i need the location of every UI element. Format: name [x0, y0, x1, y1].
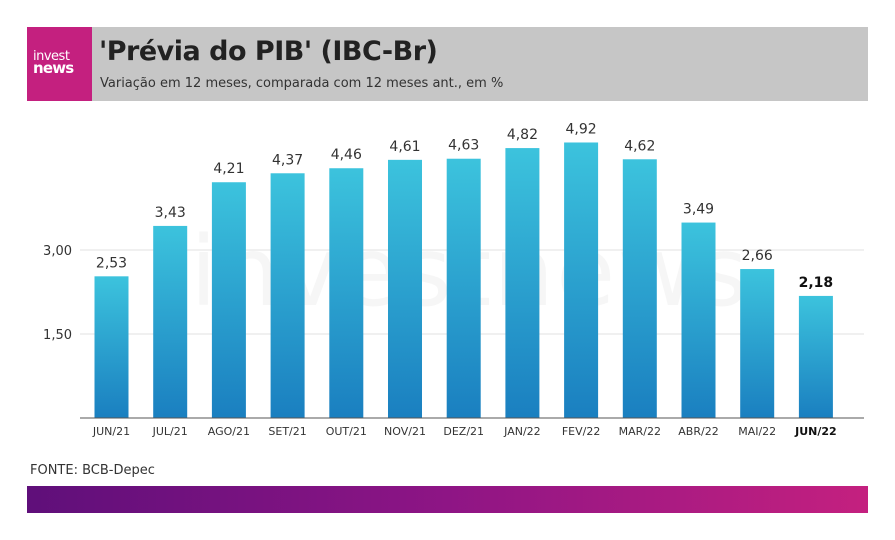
data-label: 3,43 [155, 205, 186, 221]
bar [153, 225, 188, 418]
bar [211, 182, 246, 418]
data-label: 4,61 [389, 139, 420, 155]
x-tick-label: ABR/22 [678, 425, 718, 438]
bar [681, 222, 716, 418]
source-note: FONTE: BCB-Depec [30, 463, 155, 478]
data-label: 4,92 [566, 121, 597, 137]
x-tick-label: JUN/21 [92, 425, 130, 438]
bar [388, 159, 422, 418]
chart-subtitle: Variação em 12 meses, comparada com 12 m… [100, 76, 504, 91]
data-label: 2,18 [799, 275, 834, 291]
bar [798, 295, 833, 418]
x-tick-label: JUL/21 [152, 425, 188, 438]
x-tick-label: DEZ/21 [443, 425, 484, 438]
data-label: 3,49 [683, 202, 714, 218]
x-tick-label: JAN/22 [503, 425, 541, 438]
bar [622, 159, 657, 418]
bar [505, 148, 540, 418]
chart-title: 'Prévia do PIB' (IBC-Br) [99, 36, 438, 67]
x-tick-label: FEV/22 [562, 425, 601, 438]
data-label: 2,66 [742, 248, 773, 264]
investnews-logo: invest news [27, 27, 92, 101]
chart-header: invest news 'Prévia do PIB' (IBC-Br) Var… [27, 27, 868, 101]
x-tick-label: OUT/21 [326, 425, 367, 438]
footer-gradient-bar [27, 486, 868, 513]
data-label: 4,46 [331, 147, 362, 163]
bar [564, 142, 599, 419]
data-label: 4,63 [448, 138, 479, 154]
x-tick-label: MAR/22 [619, 425, 661, 438]
bar [446, 158, 481, 418]
x-tick-label: MAI/22 [738, 425, 776, 438]
x-tick-label: NOV/21 [384, 425, 426, 438]
bar [329, 168, 364, 418]
x-tick-label: AGO/21 [208, 425, 250, 438]
bar [740, 269, 775, 418]
data-label: 2,53 [96, 255, 127, 271]
data-label: 4,37 [272, 152, 303, 168]
y-tick-label: 1,50 [43, 328, 72, 343]
bar [270, 173, 305, 418]
data-label: 4,21 [213, 161, 244, 177]
x-tick-label: SET/21 [268, 425, 306, 438]
logo-line-2: news [33, 59, 74, 77]
y-tick-label: 3,00 [43, 244, 72, 259]
bar [94, 276, 129, 418]
x-tick-label: JUN/22 [794, 425, 837, 438]
logo-line-1: invest [33, 49, 70, 64]
data-label: 4,62 [624, 138, 655, 154]
data-label: 4,82 [507, 127, 538, 143]
